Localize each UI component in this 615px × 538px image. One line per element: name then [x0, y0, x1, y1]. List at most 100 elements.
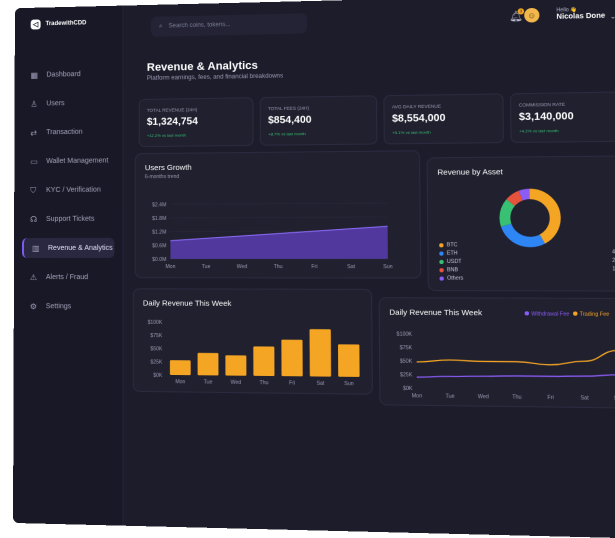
x-tick-label: Sat	[580, 395, 589, 402]
daily-revenue-line-chart: $100K$75K$50K$25K$0KWithdrawal FeeTradin…	[380, 298, 615, 407]
bar-wed	[225, 355, 246, 375]
legend-dot	[439, 252, 443, 256]
sidebar-item-transaction[interactable]: ⇄Transaction	[22, 121, 114, 142]
legend-item: USDT	[439, 258, 463, 266]
sidebar-item-label: Settings	[46, 303, 71, 310]
notification-badge: 3	[518, 8, 525, 14]
analytics-icon: ▥	[32, 243, 41, 252]
y-tick-label: $75K	[150, 333, 163, 339]
stat-value: $1,324,754	[147, 116, 198, 128]
gear-icon: ⚙	[30, 302, 39, 311]
y-tick-label: $0.0M	[152, 257, 166, 263]
daily-revenue-bar-card: Daily Revenue This Week $100K$75K$50K$25…	[133, 288, 373, 395]
alert-icon: ⚠	[30, 273, 39, 282]
grid-line	[170, 217, 387, 218]
x-tick-label: Mon	[165, 264, 175, 270]
y-tick-label: $0K	[403, 386, 413, 392]
sidebar-item-label: Dashboard	[46, 71, 80, 79]
sidebar: ◁ TradewithCDD ▦ Dashboard ♙ Users ⇄Transact…	[13, 6, 124, 526]
topbar: ⌕ Search coins, tokens... 🔔︎ 3 ☺ Hello 👋…	[123, 0, 615, 43]
page-title: Revenue & Analytics	[147, 60, 258, 74]
stat-card-total-revenue: TOTAL REVENUE (24H) $1,324,754 +12.2% vs…	[139, 97, 254, 147]
legend-label: ETH	[447, 250, 458, 256]
legend-item: ETH	[439, 249, 463, 257]
legend-item: BTC	[439, 241, 463, 249]
y-tick-label: $100K	[148, 320, 163, 326]
sidebar-item-label: Users	[46, 100, 64, 107]
user-name: Nicolas Done	[556, 13, 605, 21]
avatar[interactable]: ☺	[524, 8, 539, 23]
x-tick-label: Sun	[383, 264, 393, 270]
x-tick-label: Thu	[259, 380, 268, 386]
legend-label: BTC	[447, 242, 458, 248]
chevron-down-icon[interactable]: ⌄	[610, 12, 615, 20]
revenue-by-asset-card: Revenue by Asset BTCETHUSDTBNBOthers 42%…	[427, 155, 615, 291]
wallet-icon: ▭	[30, 157, 39, 166]
stat-value: $3,140,000	[519, 111, 574, 123]
stat-label: AVG DAILY REVENUE	[392, 104, 441, 110]
sidebar-item-label: Transaction	[46, 128, 82, 135]
users-icon: ♙	[30, 99, 39, 108]
legend-item: Others	[439, 274, 463, 282]
sidebar-item-label: Support Tickets	[46, 215, 94, 222]
legend-label: Trading Fee	[580, 311, 610, 318]
x-tick-label: Fri	[289, 380, 295, 386]
y-tick-label: $1.2M	[152, 230, 166, 236]
legend-dot	[525, 311, 529, 315]
sidebar-item-kyc-verification[interactable]: ⛉KYC / Verification	[22, 179, 114, 200]
y-tick-label: $0.6M	[152, 243, 166, 249]
headset-icon: ☊	[30, 214, 39, 223]
stat-value: $8,554,000	[392, 113, 446, 125]
x-tick-label: Tue	[445, 394, 454, 400]
app-window: ◁ TradewithCDD ▦ Dashboard ♙ Users ⇄Transact…	[13, 0, 615, 538]
brand-name: TradewithCDD	[46, 20, 87, 27]
user-menu[interactable]: Hello 👋 Nicolas Done	[556, 6, 605, 21]
sidebar-item-label: Alerts / Fraud	[46, 274, 88, 281]
legend-label: Withdrawal Fee	[531, 311, 569, 318]
stat-label: COMMISSION RATE	[519, 102, 565, 108]
sidebar-item-label: Revenue & Analytics	[48, 244, 113, 251]
stat-card-total-fees: TOTAL FEES (24H) $854,400 +8.7% vs last …	[260, 95, 378, 145]
sidebar-item-revenue-analytics[interactable]: ▥ Revenue & Analytics	[22, 238, 114, 258]
dashboard-icon: ▦	[31, 70, 40, 79]
x-tick-label: Tue	[202, 264, 211, 270]
sidebar-item-dashboard[interactable]: ▦ Dashboard	[23, 63, 115, 85]
search-input[interactable]: ⌕ Search coins, tokens...	[151, 13, 307, 37]
grid-line	[170, 203, 387, 204]
bar-tue	[198, 353, 219, 376]
daily-revenue-line-card: Daily Revenue This Week $100K$75K$50K$25…	[379, 297, 615, 408]
sidebar-item-wallet-management[interactable]: ▭ Wallet Management	[22, 150, 114, 171]
x-tick-label: Sun	[344, 381, 354, 387]
stat-change: +5.1% vs last month	[392, 129, 431, 135]
sidebar-item-users[interactable]: ♙ Users	[22, 92, 114, 113]
page-subtitle: Platform earnings, fees, and financial b…	[147, 73, 283, 81]
sidebar-item-label: Wallet Management	[46, 157, 108, 165]
search-placeholder: Search coins, tokens...	[168, 22, 230, 29]
brand-logo[interactable]: ◁ TradewithCDD	[31, 18, 87, 29]
y-tick-label: $2.4M	[152, 202, 166, 208]
x-tick-label: Fri	[547, 395, 554, 401]
sidebar-item-support-tickets[interactable]: ☊ Support Tickets	[22, 209, 114, 229]
sidebar-item-alerts-fraud[interactable]: ⚠ Alerts / Fraud	[22, 267, 115, 287]
daily-revenue-bar-chart: $100K$75K$50K$25K$0KMonTueWedThuFriSatSu…	[134, 289, 372, 393]
legend-dot	[439, 268, 443, 272]
line-series-trading-fee	[416, 349, 615, 366]
main-content: ⌕ Search coins, tokens... 🔔︎ 3 ☺ Hello 👋…	[122, 0, 615, 538]
bell-icon[interactable]: 🔔︎ 3	[509, 11, 522, 24]
legend-dot	[439, 277, 443, 281]
sidebar-item-settings[interactable]: ⚙ Settings	[22, 296, 115, 317]
stat-change: +12.2% vs last month	[147, 132, 186, 138]
sidebar-item-label: KYC / Verification	[46, 186, 101, 193]
legend-dot	[439, 260, 443, 264]
y-tick-label: $1.8M	[152, 216, 166, 222]
legend-label: Others	[447, 275, 463, 281]
y-tick-label: $50K	[400, 359, 413, 365]
bar-sat	[310, 329, 332, 377]
donut-legend: BTC ETH USDTBNB Others	[439, 241, 463, 283]
legend-label: BNB	[447, 267, 458, 273]
y-tick-label: $25K	[150, 359, 163, 365]
sidebar-nav: ▦ Dashboard ♙ Users ⇄Transaction ▭ Wallet Mana…	[22, 63, 115, 325]
y-tick-label: $0K	[153, 373, 163, 379]
x-tick-label: Sat	[347, 264, 356, 270]
y-tick-label: $75K	[400, 345, 413, 351]
